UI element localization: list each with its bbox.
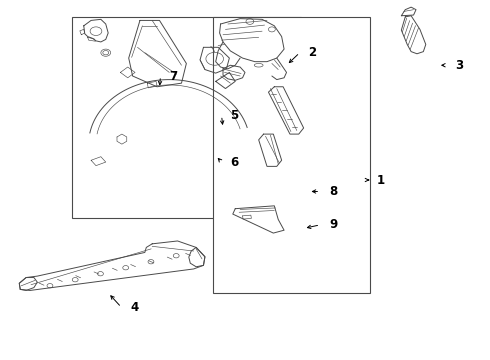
Text: 2: 2 xyxy=(309,46,317,59)
Bar xyxy=(72,17,301,218)
Text: 8: 8 xyxy=(329,185,337,198)
Text: 3: 3 xyxy=(455,59,463,72)
Text: 4: 4 xyxy=(130,301,139,314)
Text: 7: 7 xyxy=(169,69,177,82)
Text: 1: 1 xyxy=(377,174,385,186)
Text: 9: 9 xyxy=(329,218,337,231)
Text: 5: 5 xyxy=(230,109,239,122)
Bar xyxy=(213,17,369,293)
Text: 6: 6 xyxy=(230,156,239,168)
